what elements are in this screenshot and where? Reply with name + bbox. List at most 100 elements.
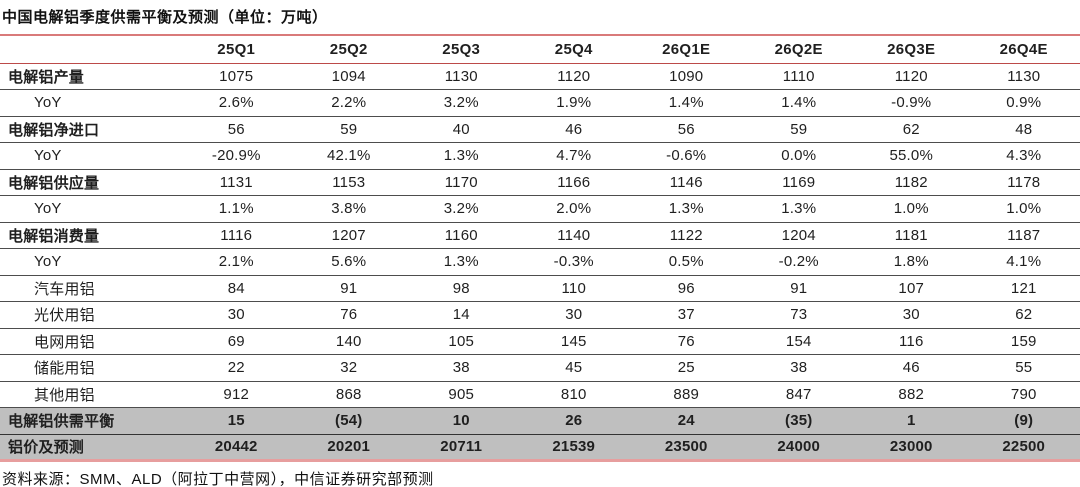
cell-value: 1181 bbox=[855, 222, 968, 249]
table-row: YoY 2.1% 5.6% 1.3% -0.3% 0.5% -0.2% 1.8% 4.1% bbox=[0, 248, 1080, 276]
cell-value: 46 bbox=[517, 116, 630, 143]
table-row: YoY 2.6% 2.2% 3.2% 1.9% 1.4% 1.4% -0.9% 0.9% bbox=[0, 89, 1080, 117]
cell-value: 145 bbox=[517, 328, 630, 355]
cell-value: 2.1% bbox=[180, 248, 293, 276]
cell-value: 912 bbox=[180, 381, 293, 408]
cell-value: 30 bbox=[517, 301, 630, 329]
cell-value: 1075 bbox=[180, 63, 293, 90]
cell-value: 22500 bbox=[967, 434, 1080, 462]
row-label: YoY bbox=[0, 195, 180, 223]
cell-value: 30 bbox=[855, 301, 968, 329]
row-label: YoY bbox=[0, 248, 180, 276]
cell-value: 1.3% bbox=[742, 195, 855, 223]
row-label: 储能用铝 bbox=[0, 354, 180, 382]
cell-value: 1120 bbox=[517, 63, 630, 90]
column-header: 26Q4E bbox=[967, 36, 1080, 64]
row-label: YoY bbox=[0, 89, 180, 117]
cell-value: 55 bbox=[967, 354, 1080, 382]
cell-value: -0.2% bbox=[742, 248, 855, 276]
cell-value: 1130 bbox=[405, 63, 518, 90]
table-body: 电解铝产量 1075 1094 1130 1120 1090 1110 1120 1130 YoY… bbox=[0, 63, 1080, 462]
cell-value: (35) bbox=[742, 407, 855, 435]
cell-value: 1182 bbox=[855, 169, 968, 196]
cell-value: 42.1% bbox=[292, 142, 405, 170]
cell-value: 0.0% bbox=[742, 142, 855, 170]
cell-value: 121 bbox=[967, 275, 1080, 302]
cell-value: 1110 bbox=[742, 63, 855, 90]
row-label: 电解铝供需平衡 bbox=[0, 407, 180, 435]
cell-value: (9) bbox=[967, 407, 1080, 435]
cell-value: 24000 bbox=[742, 434, 855, 462]
column-header: 25Q3 bbox=[405, 36, 518, 64]
cell-value: 1.9% bbox=[517, 89, 630, 117]
cell-value: 14 bbox=[405, 301, 518, 329]
cell-value: -20.9% bbox=[180, 142, 293, 170]
cell-value: 810 bbox=[517, 381, 630, 408]
cell-value: 1146 bbox=[630, 169, 743, 196]
column-header: 26Q3E bbox=[855, 36, 968, 64]
cell-value: 22 bbox=[180, 354, 293, 382]
cell-value: -0.6% bbox=[630, 142, 743, 170]
cell-value: 84 bbox=[180, 275, 293, 302]
cell-value: 1.3% bbox=[405, 142, 518, 170]
cell-value: 1204 bbox=[742, 222, 855, 249]
cell-value: 847 bbox=[742, 381, 855, 408]
cell-value: 1207 bbox=[292, 222, 405, 249]
cell-value: 2.0% bbox=[517, 195, 630, 223]
cell-value: 76 bbox=[292, 301, 405, 329]
table-row: 电解铝供需平衡 15 (54) 10 26 24 (35) 1 (9) bbox=[0, 407, 1080, 435]
cell-value: 1.4% bbox=[742, 89, 855, 117]
cell-value: 2.2% bbox=[292, 89, 405, 117]
cell-value: 1169 bbox=[742, 169, 855, 196]
cell-value: 0.9% bbox=[967, 89, 1080, 117]
cell-value: 1.3% bbox=[630, 195, 743, 223]
cell-value: 0.5% bbox=[630, 248, 743, 276]
column-header: 25Q1 bbox=[180, 36, 293, 64]
cell-value: 1.4% bbox=[630, 89, 743, 117]
cell-value: 24 bbox=[630, 407, 743, 435]
column-header: 25Q2 bbox=[292, 36, 405, 64]
cell-value: 23000 bbox=[855, 434, 968, 462]
cell-value: 45 bbox=[517, 354, 630, 382]
cell-value: 56 bbox=[180, 116, 293, 143]
table-row: 铝价及预测 20442 20201 20711 21539 23500 24000 23000… bbox=[0, 434, 1080, 462]
cell-value: 1094 bbox=[292, 63, 405, 90]
cell-value: 1187 bbox=[967, 222, 1080, 249]
cell-value: 1090 bbox=[630, 63, 743, 90]
cell-value: 62 bbox=[855, 116, 968, 143]
cell-value: 20711 bbox=[405, 434, 518, 462]
table-row: YoY 1.1% 3.8% 3.2% 2.0% 1.3% 1.3% 1.0% 1.0% bbox=[0, 195, 1080, 223]
cell-value: 4.7% bbox=[517, 142, 630, 170]
cell-value: 159 bbox=[967, 328, 1080, 355]
cell-value: 1160 bbox=[405, 222, 518, 249]
table-row: 电解铝消费量 1116 1207 1160 1140 1122 1204 1181 1187 bbox=[0, 222, 1080, 249]
cell-value: 48 bbox=[967, 116, 1080, 143]
row-label: 电解铝产量 bbox=[0, 63, 180, 90]
cell-value: 116 bbox=[855, 328, 968, 355]
table-row: YoY -20.9% 42.1% 1.3% 4.7% -0.6% 0.0% 55.0% 4.3% bbox=[0, 142, 1080, 170]
cell-value: 37 bbox=[630, 301, 743, 329]
table-row: 储能用铝 22 32 38 45 25 38 46 55 bbox=[0, 354, 1080, 382]
cell-value: 905 bbox=[405, 381, 518, 408]
cell-value: 1122 bbox=[630, 222, 743, 249]
cell-value: 107 bbox=[855, 275, 968, 302]
cell-value: 882 bbox=[855, 381, 968, 408]
cell-value: 154 bbox=[742, 328, 855, 355]
cell-value: 91 bbox=[742, 275, 855, 302]
row-label: 电解铝净进口 bbox=[0, 116, 180, 143]
row-label: 光伏用铝 bbox=[0, 301, 180, 329]
cell-value: 23500 bbox=[630, 434, 743, 462]
row-label: 电解铝供应量 bbox=[0, 169, 180, 196]
cell-value: 15 bbox=[180, 407, 293, 435]
column-header: 26Q2E bbox=[742, 36, 855, 64]
table-header: 25Q1 25Q2 25Q3 25Q4 26Q1E 26Q2E 26Q3E 26Q4E bbox=[0, 36, 1080, 64]
cell-value: 46 bbox=[855, 354, 968, 382]
cell-value: -0.3% bbox=[517, 248, 630, 276]
table-row: 电网用铝 69 140 105 145 76 154 116 159 bbox=[0, 328, 1080, 355]
cell-value: 30 bbox=[180, 301, 293, 329]
supply-demand-table: 25Q1 25Q2 25Q3 25Q4 26Q1E 26Q2E 26Q3E 26Q4E 电解铝… bbox=[0, 36, 1080, 462]
cell-value: 1166 bbox=[517, 169, 630, 196]
cell-value: 4.3% bbox=[967, 142, 1080, 170]
cell-value: 140 bbox=[292, 328, 405, 355]
table-row: 电解铝产量 1075 1094 1130 1120 1090 1110 1120 1130 bbox=[0, 63, 1080, 90]
